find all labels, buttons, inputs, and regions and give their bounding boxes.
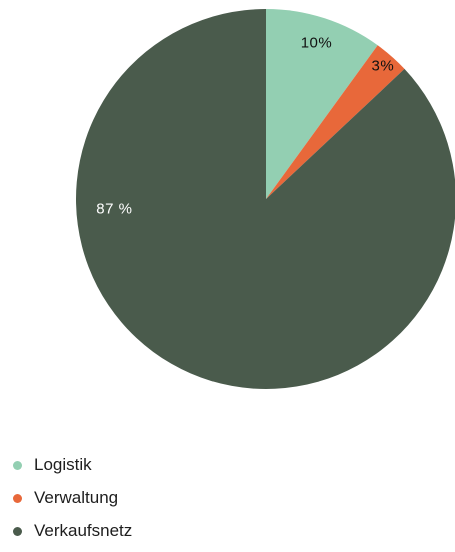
- legend-item-verkaufsnetz: Verkaufsnetz: [10, 518, 132, 544]
- legend-swatch-logistik: [13, 460, 22, 470]
- legend-swatch-verwaltung: [13, 493, 22, 503]
- pie-slice-logistik: [266, 9, 378, 199]
- legend-label-verwaltung: Verwaltung: [34, 488, 119, 507]
- pie-slice-verkaufsnetz: [76, 9, 455, 389]
- slice-label-verwaltung: 3%: [372, 57, 395, 74]
- slice-label-logistik: 10%: [301, 35, 333, 52]
- pie-chart: 10% 3% 87 %: [76, 9, 455, 389]
- legend-swatch-verkaufsnetz: [13, 526, 22, 536]
- slice-label-verkaufsnetz: 87 %: [96, 200, 132, 217]
- pie-slice-verwaltung: [266, 45, 405, 199]
- legend-item-logistik: Logistik: [10, 452, 132, 478]
- legend-label-verkaufsnetz: Verkaufsnetz: [34, 521, 133, 540]
- legend-label-logistik: Logistik: [34, 455, 92, 474]
- chart-legend: Logistik Verwaltung Verkaufsnetz: [10, 452, 132, 551]
- legend-item-verwaltung: Verwaltung: [10, 485, 132, 511]
- pie-slice-labels: 10% 3% 87 %: [96, 35, 395, 218]
- pie-slices: [76, 9, 455, 389]
